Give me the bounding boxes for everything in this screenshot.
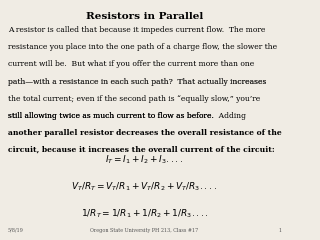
Text: path—with a resistance in each such path?  That actually: path—with a resistance in each such path… bbox=[8, 78, 230, 85]
Text: path—with a resistance in each such path?  That actually increases: path—with a resistance in each such path… bbox=[8, 78, 266, 85]
Text: $1/R_T = 1/R_1 + 1/R_2 + 1/R_3....$: $1/R_T = 1/R_1 + 1/R_2 + 1/R_3....$ bbox=[81, 208, 208, 220]
Text: still allowing twice as much current to flow as before.  ​Adding: still allowing twice as much current to … bbox=[8, 112, 246, 120]
Text: still allowing twice as much current to flow as before.: still allowing twice as much current to … bbox=[8, 112, 218, 120]
Text: path—with a resistance in each such path?  That actually increases: path—with a resistance in each such path… bbox=[8, 78, 266, 85]
Text: $I_T = I_1 + I_2 + I_3....$: $I_T = I_1 + I_2 + I_3....$ bbox=[105, 153, 184, 166]
Text: 5/8/19: 5/8/19 bbox=[8, 228, 24, 233]
Text: circuit, because it increases the overall current of the circuit:: circuit, because it increases the overal… bbox=[8, 146, 275, 154]
Text: 1: 1 bbox=[278, 228, 281, 233]
Text: current will be.  But what if you offer the current more than one: current will be. But what if you offer t… bbox=[8, 60, 254, 68]
Text: another parallel resistor decreases the overall resistance of the: another parallel resistor decreases the … bbox=[8, 129, 281, 137]
Text: resistance you place into the one path of a charge flow, the slower the: resistance you place into the one path o… bbox=[8, 43, 277, 51]
Text: the total current; even if the second path is “equally slow,” you’re: the total current; even if the second pa… bbox=[8, 95, 260, 103]
Text: Resistors in Parallel: Resistors in Parallel bbox=[86, 12, 203, 21]
Text: Oregon State University PH 213, Class #17: Oregon State University PH 213, Class #1… bbox=[90, 228, 198, 233]
Text: $V_T/R_T = V_T/R_1 + V_T/R_2 + V_T/R_3....$: $V_T/R_T = V_T/R_1 + V_T/R_2 + V_T/R_3..… bbox=[71, 180, 217, 193]
Text: path—with a resistance in each such path?  That actually increases: path—with a resistance in each such path… bbox=[8, 78, 266, 85]
Text: A resistor is called that because it impedes current flow.  The more: A resistor is called that because it imp… bbox=[8, 26, 265, 34]
